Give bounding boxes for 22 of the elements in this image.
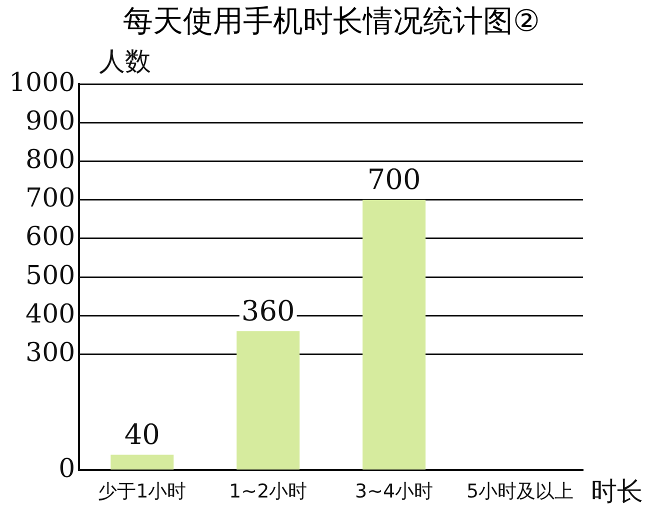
y-tick-label: 400 [26,299,76,330]
x-tick-label: 少于1小时 [98,480,186,503]
y-tick-label: 1000 [8,68,76,98]
y-tick-label: 800 [26,144,76,175]
y-tick-label: 0 [58,454,76,484]
data-label: 700 [367,163,421,196]
x-tick-label: 3~4小时 [355,480,434,503]
x-tick-label: 5小时及以上 [466,480,574,503]
x-axis-title: 时长 [591,476,643,507]
bar [236,331,300,470]
bar [110,454,174,470]
y-tick-label: 700 [26,184,76,214]
data-label: 40 [124,418,160,452]
y-tick-label: 900 [26,106,76,136]
y-axis-title: 人数 [99,46,152,77]
x-tick-label: 1~2小时 [229,480,308,503]
bar [362,200,426,470]
data-label: 360 [241,294,295,328]
chart-title: 每天使用手机时长情况统计图② [122,3,541,41]
y-tick-label: 300 [26,338,76,368]
y-tick-label: 600 [26,222,76,252]
y-tick-label: 500 [26,260,76,291]
